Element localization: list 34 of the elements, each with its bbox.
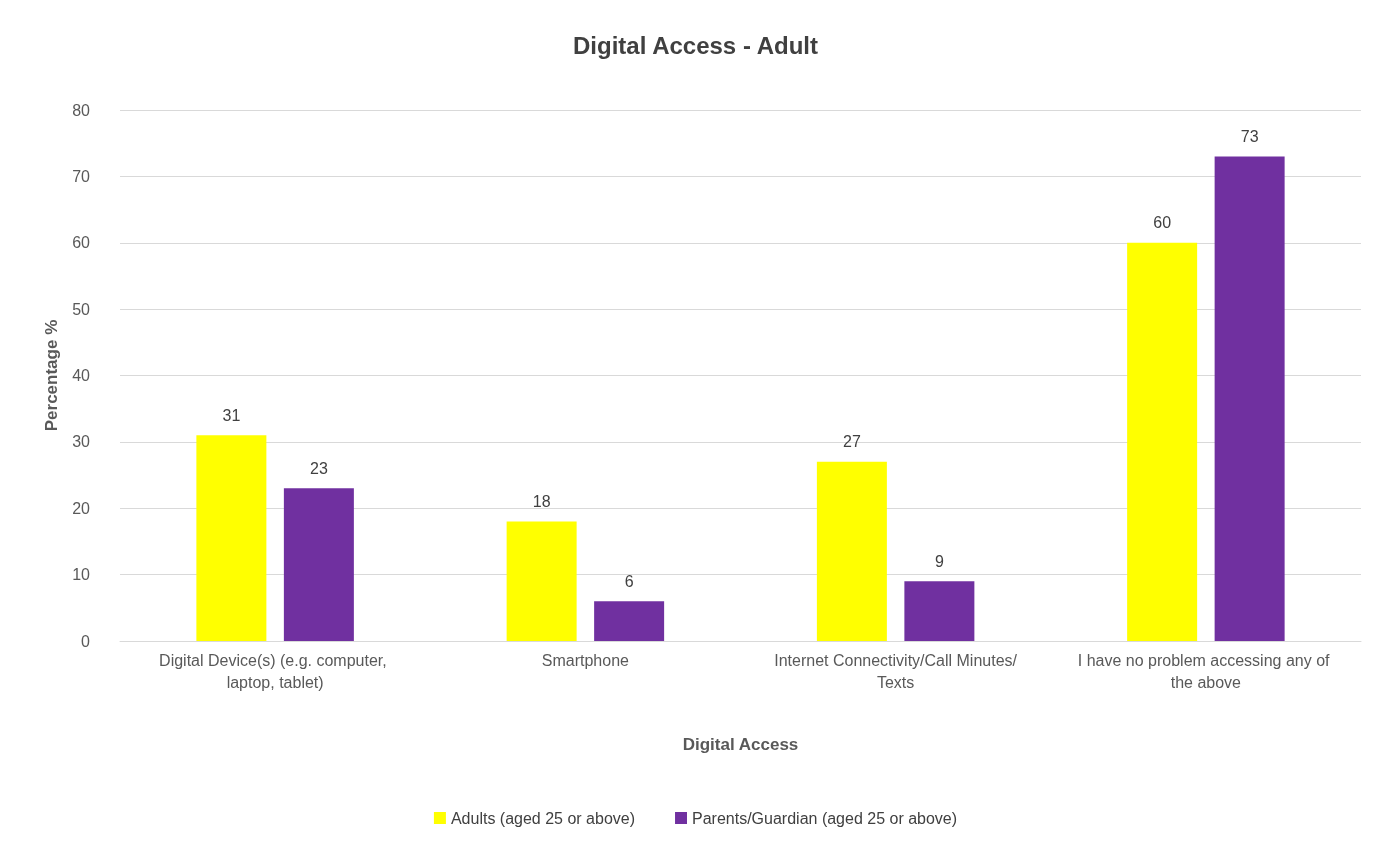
y-tick-label: 70 (72, 167, 91, 185)
y-tick-label: 30 (72, 433, 91, 451)
data-label: 18 (532, 493, 551, 511)
y-tick-label: 60 (72, 234, 91, 252)
y-tick-label: 10 (72, 566, 91, 584)
data-label: 9 (934, 552, 944, 570)
x-tick-label: Digital Device(s) (e.g. computer, laptop, tablet) (159, 651, 392, 691)
y-tick-label: 50 (72, 300, 91, 318)
legend-label: Parents/Guardian (aged 25 or above) (692, 809, 958, 827)
bar (594, 601, 665, 641)
y-tick-label: 0 (81, 632, 91, 650)
bar (904, 581, 975, 641)
bar (816, 461, 887, 641)
data-label: 6 (624, 572, 634, 590)
data-label: 23 (309, 459, 328, 477)
bar (1214, 156, 1285, 641)
x-tick-label: I have no problem accessing any of the above (1077, 651, 1334, 691)
bar (283, 488, 354, 641)
data-label: 27 (842, 433, 861, 451)
y-tick-label: 20 (72, 499, 91, 517)
chart-title: Digital Access - Adult (573, 31, 818, 59)
data-label: 73 (1240, 127, 1259, 145)
bar (506, 521, 577, 641)
y-tick-label: 40 (72, 367, 91, 384)
data-label: 60 (1153, 214, 1172, 232)
x-axis-title: Digital Access (682, 735, 799, 754)
x-tick-label: Smartphone (541, 651, 630, 669)
legend-label: Adults (aged 25 or above) (450, 809, 636, 827)
bar (196, 435, 267, 641)
data-label: 31 (222, 406, 241, 424)
x-tick-label: Internet Connectivity/Call Minutes/Texts (774, 651, 1018, 691)
y-axis-title: Percentage % (42, 319, 61, 432)
bar (1127, 242, 1198, 641)
y-tick-label: 80 (72, 101, 91, 119)
